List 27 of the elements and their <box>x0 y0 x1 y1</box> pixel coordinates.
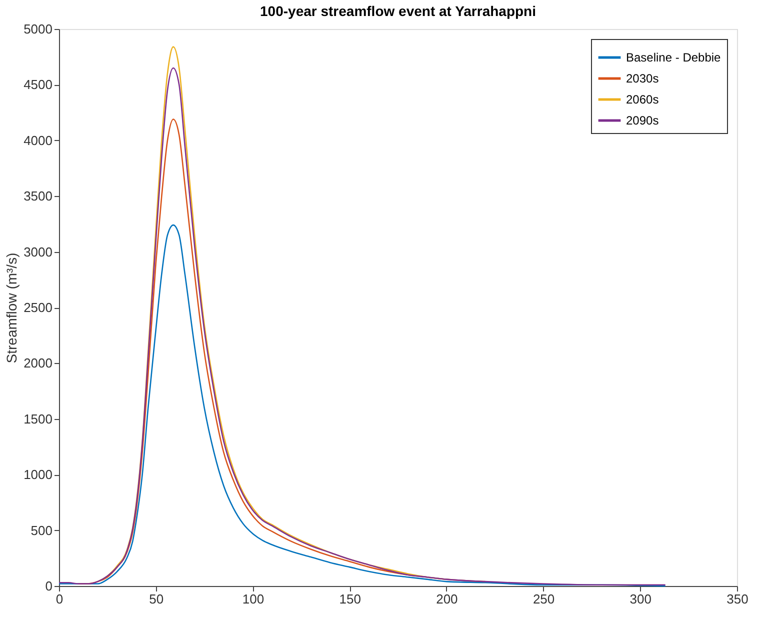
x-tick-label: 100 <box>242 592 264 606</box>
x-tick-label: 250 <box>532 592 555 606</box>
y-tick-label: 4500 <box>24 77 52 92</box>
y-tick-label: 1000 <box>24 467 52 482</box>
x-tick-label: 50 <box>149 592 164 606</box>
legend-label: 2030s <box>626 72 659 86</box>
y-tick-label: 3500 <box>24 188 52 204</box>
legend-label: 2060s <box>626 92 659 106</box>
chart-title: 100-year streamflow event at Yarrahappni <box>260 3 536 19</box>
y-tick-label: 500 <box>30 522 52 538</box>
y-tick-label: 3000 <box>24 244 52 260</box>
y-tick-label: 2000 <box>24 356 52 371</box>
y-tick-label: 1500 <box>24 411 52 426</box>
y-tick-label: 5000 <box>24 22 52 36</box>
y-tick-label: 2500 <box>24 300 52 315</box>
x-tick-label: 150 <box>339 592 361 606</box>
line-series <box>58 224 666 587</box>
y-tick-label: 4000 <box>24 132 52 148</box>
legend-label: 2090s <box>626 114 659 128</box>
x-tick-label: 350 <box>726 592 748 606</box>
x-tick-label: 0 <box>56 592 64 606</box>
x-tick-label: 200 <box>436 592 458 606</box>
x-tick-label: 300 <box>630 592 652 606</box>
y-axis-title: Streamflow (m³/s) <box>4 252 20 364</box>
y-tick-label: 0 <box>45 578 52 594</box>
legend-label: Baseline - Debbie <box>626 50 722 64</box>
line-series <box>58 67 666 586</box>
